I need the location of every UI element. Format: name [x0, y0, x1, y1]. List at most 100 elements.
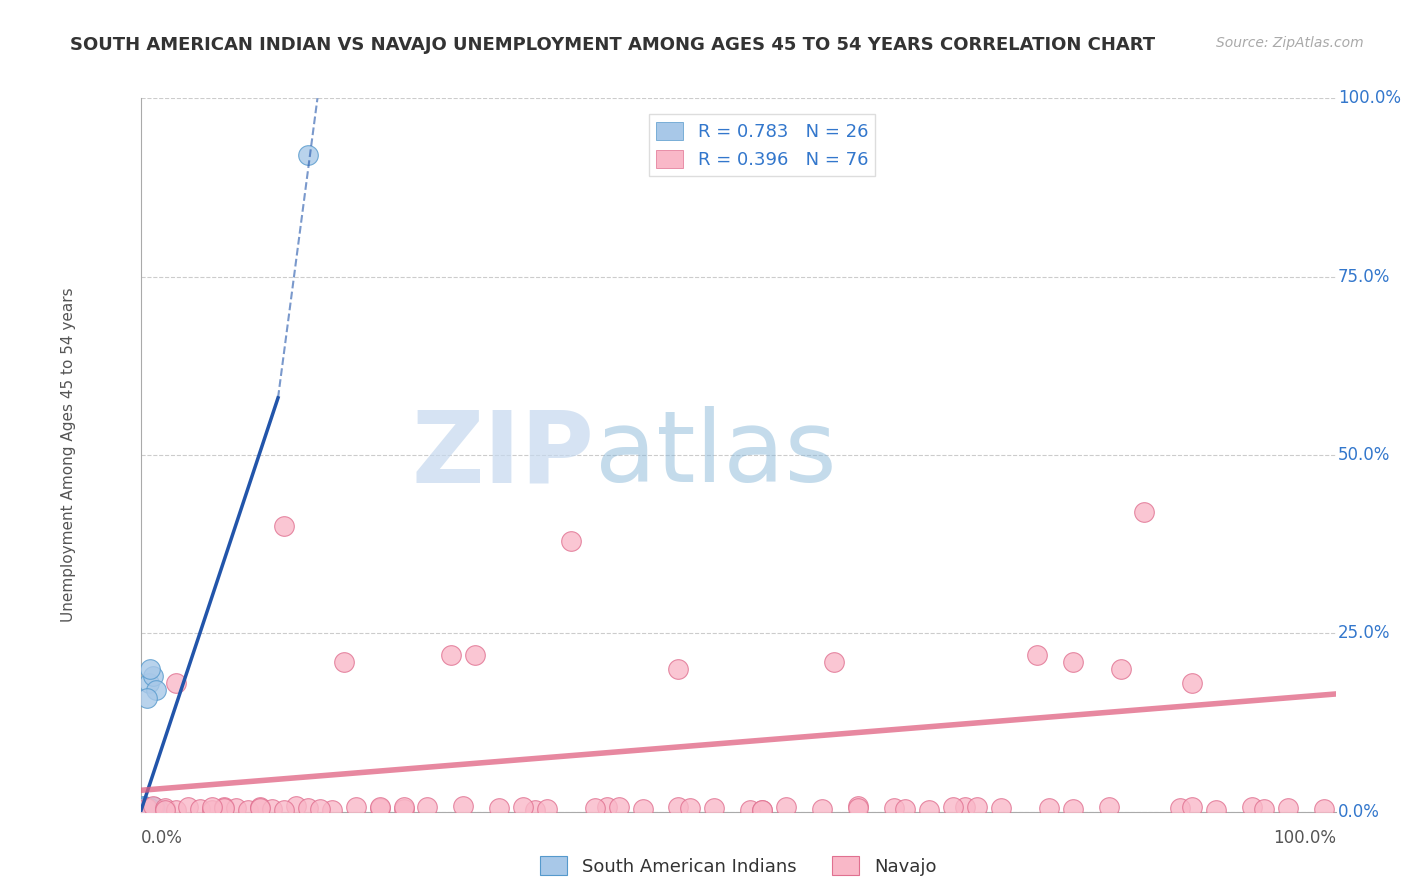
Point	[990, 801, 1012, 815]
Point	[536, 802, 558, 816]
Legend: R = 0.783   N = 26, R = 0.396   N = 76: R = 0.783 N = 26, R = 0.396 N = 76	[648, 114, 876, 177]
Point	[583, 801, 606, 815]
Point	[488, 801, 510, 815]
Point	[751, 803, 773, 817]
Point	[392, 802, 415, 816]
Point	[846, 799, 869, 814]
Point	[141, 803, 163, 817]
Point	[918, 803, 941, 817]
Point	[139, 662, 162, 676]
Point	[392, 800, 415, 814]
Point	[136, 803, 159, 817]
Point	[153, 801, 176, 815]
Point	[775, 800, 797, 814]
Point	[214, 799, 236, 814]
Text: 100.0%: 100.0%	[1272, 829, 1336, 847]
Point	[145, 683, 167, 698]
Text: atlas: atlas	[595, 407, 837, 503]
Point	[607, 799, 630, 814]
Point	[201, 799, 224, 814]
Point	[136, 801, 159, 815]
Point	[596, 800, 619, 814]
Point	[321, 803, 343, 817]
Point	[966, 800, 988, 814]
Text: 0.0%: 0.0%	[141, 829, 183, 847]
Point	[894, 802, 917, 816]
Point	[1026, 648, 1049, 662]
Point	[333, 655, 356, 669]
Point	[751, 803, 773, 817]
Point	[368, 801, 391, 815]
Point	[141, 800, 163, 814]
Point	[668, 799, 690, 814]
Point	[740, 803, 762, 817]
Point	[262, 802, 284, 816]
Point	[668, 662, 690, 676]
Point	[135, 803, 157, 817]
Point	[166, 803, 188, 817]
Point	[139, 803, 162, 817]
Point	[134, 799, 156, 814]
Point	[703, 801, 725, 815]
Point	[249, 800, 271, 814]
Point	[309, 802, 332, 816]
Point	[1098, 800, 1121, 814]
Point	[141, 669, 163, 683]
Text: SOUTH AMERICAN INDIAN VS NAVAJO UNEMPLOYMENT AMONG AGES 45 TO 54 YEARS CORRELATI: SOUTH AMERICAN INDIAN VS NAVAJO UNEMPLOY…	[70, 36, 1156, 54]
Point	[464, 648, 486, 662]
Point	[141, 799, 163, 814]
Point	[273, 803, 295, 817]
Point	[139, 801, 162, 815]
Point	[141, 803, 163, 817]
Point	[166, 676, 188, 690]
Point	[1313, 802, 1336, 816]
Point	[955, 799, 977, 814]
Point	[142, 799, 165, 814]
Point	[135, 801, 157, 815]
Text: 0.0%: 0.0%	[1339, 803, 1379, 821]
Point	[344, 799, 367, 814]
Point	[225, 801, 247, 815]
Point	[284, 799, 308, 814]
Point	[1181, 676, 1204, 690]
Point	[153, 803, 176, 817]
Point	[1181, 800, 1204, 814]
Point	[135, 690, 157, 705]
Point	[135, 801, 157, 815]
Point	[631, 802, 654, 816]
Text: 50.0%: 50.0%	[1339, 446, 1391, 464]
Point	[1253, 802, 1275, 816]
Point	[1038, 801, 1060, 815]
Text: Unemployment Among Ages 45 to 54 years: Unemployment Among Ages 45 to 54 years	[62, 287, 76, 623]
Point	[1277, 801, 1299, 815]
Point	[368, 800, 391, 814]
Point	[416, 800, 439, 814]
Point	[679, 801, 702, 815]
Point	[1062, 655, 1084, 669]
Point	[188, 802, 212, 816]
Point	[1133, 505, 1156, 519]
Point	[823, 655, 845, 669]
Point	[273, 519, 295, 533]
Point	[883, 801, 905, 815]
Text: Source: ZipAtlas.com: Source: ZipAtlas.com	[1216, 36, 1364, 50]
Text: 25.0%: 25.0%	[1339, 624, 1391, 642]
Point	[297, 148, 319, 162]
Point	[942, 799, 965, 814]
Point	[846, 801, 869, 815]
Point	[1170, 801, 1192, 815]
Point	[524, 803, 547, 817]
Text: ZIP: ZIP	[412, 407, 595, 503]
Point	[560, 533, 582, 548]
Point	[1205, 803, 1227, 817]
Point	[1241, 799, 1264, 814]
Point	[148, 803, 170, 817]
Point	[142, 800, 165, 814]
Point	[134, 803, 156, 817]
Point	[512, 799, 534, 814]
Point	[810, 802, 832, 816]
Point	[201, 803, 224, 817]
Point	[143, 802, 166, 816]
Point	[134, 799, 156, 814]
Point	[214, 801, 236, 815]
